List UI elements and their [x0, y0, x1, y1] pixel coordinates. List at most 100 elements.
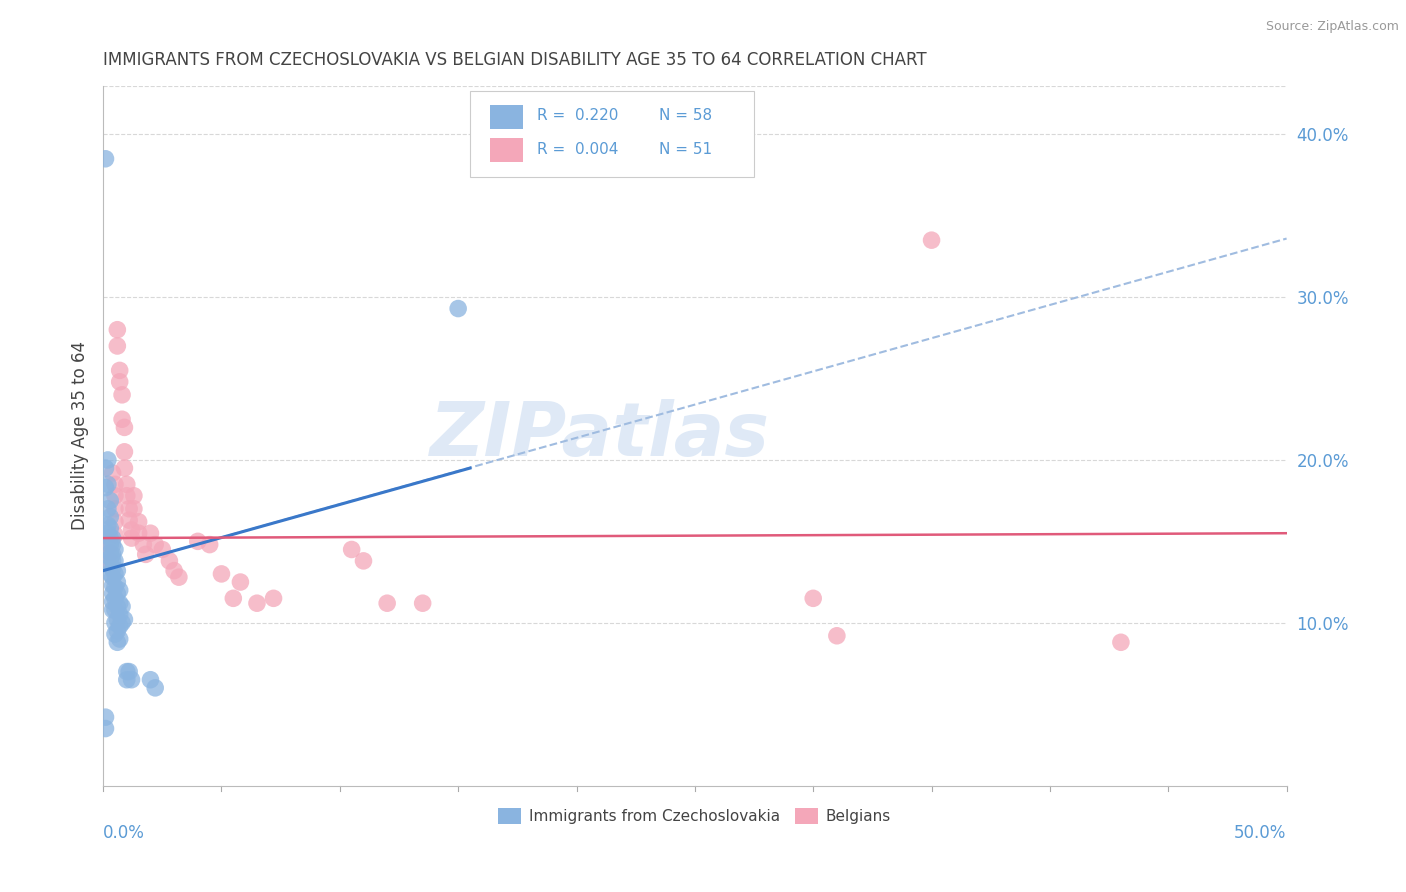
Point: [353, 554, 375, 568]
Text: N = 58: N = 58: [659, 108, 713, 123]
Point: [412, 596, 434, 610]
Point: [108, 607, 131, 622]
Point: [98, 566, 121, 581]
Point: [97, 501, 120, 516]
Point: [114, 461, 136, 475]
Point: [94, 481, 117, 495]
Point: [104, 566, 127, 581]
Point: [229, 575, 252, 590]
Point: [1109, 635, 1132, 649]
Point: [111, 388, 134, 402]
Point: [104, 477, 127, 491]
Point: [94, 710, 117, 724]
Point: [98, 546, 121, 560]
Point: [101, 603, 124, 617]
Point: [104, 615, 127, 630]
Point: [115, 489, 138, 503]
Point: [104, 591, 127, 606]
Point: [122, 501, 145, 516]
Point: [98, 546, 121, 560]
Point: [98, 493, 121, 508]
Point: [104, 580, 127, 594]
Point: [111, 615, 134, 630]
Point: [121, 523, 143, 537]
Point: [101, 586, 124, 600]
Point: [98, 538, 121, 552]
Point: [104, 542, 127, 557]
Point: [105, 323, 128, 337]
Point: [115, 673, 138, 687]
Point: [108, 619, 131, 633]
Point: [118, 665, 141, 679]
Point: [139, 673, 162, 687]
Bar: [491, 105, 523, 129]
Point: [97, 477, 120, 491]
Point: [222, 591, 245, 606]
Point: [825, 629, 848, 643]
Point: [121, 673, 143, 687]
Point: [98, 521, 121, 535]
Point: [104, 515, 127, 529]
Point: [105, 612, 128, 626]
Point: [104, 554, 127, 568]
Point: [94, 722, 117, 736]
Point: [101, 547, 124, 561]
Point: [128, 515, 150, 529]
Point: [263, 591, 285, 606]
Point: [98, 531, 121, 545]
Point: [150, 542, 173, 557]
Point: [98, 550, 121, 565]
Point: [104, 528, 127, 542]
Point: [105, 586, 128, 600]
Point: [98, 510, 121, 524]
Point: [246, 596, 269, 610]
Point: [94, 152, 117, 166]
Point: [105, 599, 128, 614]
Point: [105, 635, 128, 649]
Point: [98, 538, 121, 552]
Point: [104, 603, 127, 617]
Point: [97, 526, 120, 541]
Point: [198, 538, 221, 552]
Point: [101, 538, 124, 552]
Legend: Immigrants from Czechoslovakia, Belgians: Immigrants from Czechoslovakia, Belgians: [492, 802, 897, 830]
Point: [115, 477, 138, 491]
Point: [211, 566, 233, 581]
Point: [101, 531, 124, 545]
Y-axis label: Disability Age 35 to 64: Disability Age 35 to 64: [72, 341, 89, 530]
Point: [447, 301, 470, 316]
Point: [111, 412, 134, 426]
Text: 0.0%: 0.0%: [103, 824, 145, 842]
Point: [108, 363, 131, 377]
Point: [118, 513, 141, 527]
Point: [98, 558, 121, 573]
Point: [135, 547, 157, 561]
Point: [105, 564, 128, 578]
Point: [104, 627, 127, 641]
Point: [94, 461, 117, 475]
Bar: [491, 138, 523, 161]
Point: [108, 375, 131, 389]
Point: [143, 681, 166, 695]
Point: [375, 596, 398, 610]
Point: [115, 665, 138, 679]
FancyBboxPatch shape: [470, 91, 754, 177]
Point: [167, 570, 190, 584]
Point: [114, 420, 136, 434]
Point: [101, 594, 124, 608]
Point: [101, 578, 124, 592]
Point: [98, 554, 121, 568]
Point: [121, 531, 143, 545]
Point: [97, 518, 120, 533]
Point: [97, 453, 120, 467]
Point: [101, 554, 124, 568]
Point: [139, 526, 162, 541]
Point: [921, 233, 943, 247]
Text: R =  0.220: R = 0.220: [537, 108, 619, 123]
Text: N = 51: N = 51: [659, 143, 713, 157]
Point: [108, 583, 131, 598]
Point: [101, 466, 124, 480]
Point: [118, 501, 141, 516]
Point: [105, 575, 128, 590]
Text: ZIPatlas: ZIPatlas: [430, 399, 770, 472]
